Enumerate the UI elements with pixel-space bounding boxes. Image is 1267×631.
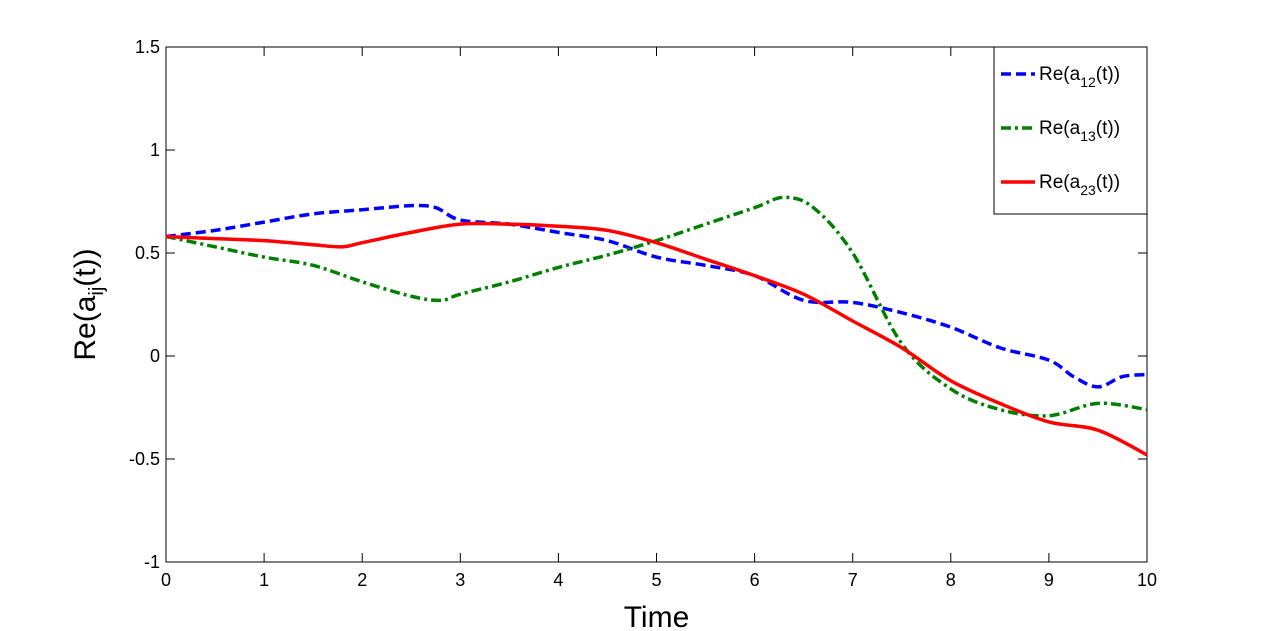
x-tick-label: 0 bbox=[161, 570, 171, 590]
x-tick-label: 1 bbox=[259, 570, 269, 590]
legend-label: Re(a12(t)) bbox=[1039, 64, 1120, 90]
y-axis-title-main: Re(a bbox=[69, 295, 102, 360]
y-tick-label: 0 bbox=[150, 346, 160, 366]
legend-label: Re(a13(t)) bbox=[1039, 118, 1120, 144]
y-axis-title-end: (t)) bbox=[69, 248, 102, 286]
x-tick-label: 2 bbox=[357, 570, 367, 590]
legend-label-end: (t)) bbox=[1096, 64, 1120, 85]
series-line bbox=[165, 221, 1148, 457]
legend-label-sub: 13 bbox=[1080, 128, 1096, 144]
legend-label-main: Re(a bbox=[1039, 172, 1081, 193]
series-lines bbox=[165, 195, 1148, 457]
x-tick-label: 10 bbox=[1137, 570, 1157, 590]
series-line bbox=[165, 195, 1148, 418]
legend-label-main: Re(a bbox=[1039, 64, 1081, 85]
x-tick-label: 4 bbox=[553, 570, 563, 590]
legend-items: Re(a12(t))Re(a13(t))Re(a23(t)) bbox=[1001, 64, 1120, 198]
axis-ticks: 0 1 2 3 4 5 6 7 8 9 10-1-0.500.511.5 bbox=[129, 37, 1157, 590]
x-tick-label: 5 bbox=[651, 570, 661, 590]
x-tick-label: 7 bbox=[848, 570, 858, 590]
y-axis-title: Re(aij(t)) bbox=[69, 248, 108, 360]
x-tick-label: 9 bbox=[1044, 570, 1054, 590]
x-axis-title: Time bbox=[624, 601, 690, 631]
legend-label-end: (t)) bbox=[1096, 118, 1120, 139]
legend-label: Re(a23(t)) bbox=[1039, 172, 1120, 198]
legend-label-sub: 12 bbox=[1080, 74, 1096, 90]
x-tick-label: 8 bbox=[946, 570, 956, 590]
x-tick-label: 6 bbox=[750, 570, 760, 590]
x-tick-label: 3 bbox=[455, 570, 465, 590]
legend-label-main: Re(a bbox=[1039, 118, 1081, 139]
legend-label-sub: 23 bbox=[1080, 182, 1096, 198]
y-tick-label: 0.5 bbox=[135, 243, 160, 263]
y-tick-label: -1 bbox=[144, 552, 160, 572]
y-tick-label: 1.5 bbox=[135, 37, 160, 57]
y-axis-title-sub: ij bbox=[86, 287, 108, 296]
legend-label-end: (t)) bbox=[1096, 172, 1120, 193]
series-line bbox=[165, 203, 1148, 389]
y-tick-label: -0.5 bbox=[129, 449, 160, 469]
legend: Re(a12(t))Re(a13(t))Re(a23(t)) bbox=[993, 46, 1148, 215]
plot-area-frame bbox=[165, 46, 1148, 563]
y-tick-label: 1 bbox=[150, 140, 160, 160]
